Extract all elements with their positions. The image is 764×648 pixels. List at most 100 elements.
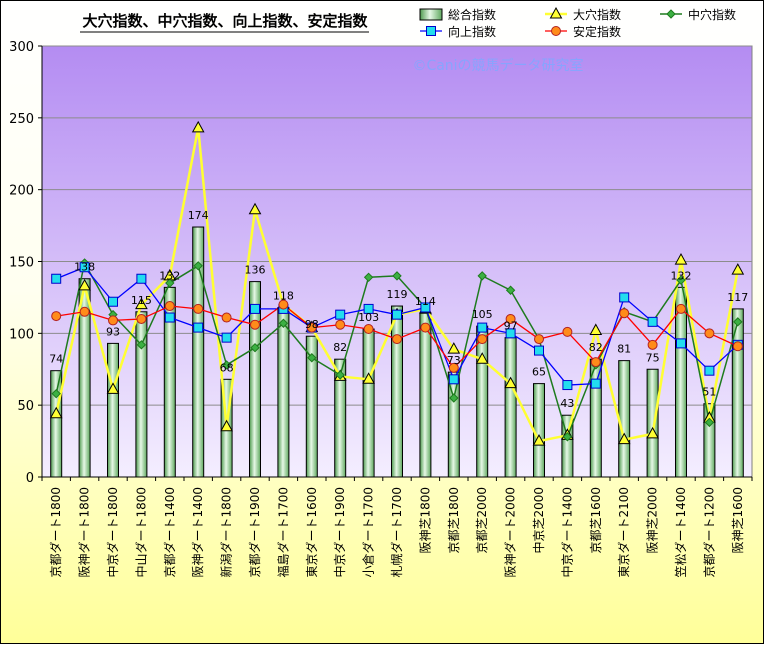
y-tick-label: 150 (9, 256, 34, 271)
y-tick-label: 200 (9, 184, 34, 199)
x-tick-label: 東京ダート2100 (616, 487, 631, 578)
data-label: 68 (220, 361, 234, 374)
x-tick-label: 中山ダート1800 (133, 487, 148, 578)
point-triangle (674, 253, 688, 265)
x-tick-label: 京都芝1800 (446, 487, 461, 554)
y-tick-label: 0 (26, 471, 34, 486)
point-square (221, 332, 232, 343)
data-label: 132 (671, 269, 692, 282)
data-label: 93 (106, 325, 120, 338)
data-label: 117 (727, 291, 748, 304)
data-label: 73 (447, 354, 461, 367)
x-tick-label: 京都ダート1200 (701, 487, 716, 578)
point-triangle (220, 419, 233, 432)
data-label: 174 (188, 209, 209, 222)
x-tick-label: 京都芝1600 (588, 487, 603, 554)
point-square (676, 338, 686, 349)
point-circle (420, 322, 431, 333)
point-triangle (646, 426, 659, 439)
x-tick-label: 中京ダート1400 (559, 487, 574, 578)
point-diamond (165, 278, 175, 288)
bar (504, 337, 517, 478)
point-circle (534, 334, 544, 345)
data-label: 103 (358, 311, 379, 324)
bar (391, 305, 403, 478)
bar (419, 312, 432, 478)
bar (277, 306, 290, 478)
data-label: 138 (74, 261, 95, 274)
x-tick-label: 小倉ダート1700 (361, 487, 376, 578)
point-square (590, 378, 601, 389)
x-tick-label: 阪神ダート2000 (503, 487, 518, 578)
point-diamond (193, 261, 203, 271)
data-label: 119 (387, 288, 408, 301)
point-triangle (49, 406, 63, 419)
point-diamond (221, 360, 232, 370)
point-diamond (562, 432, 573, 442)
point-square (164, 312, 175, 323)
chart-title: 大穴指数、中穴指数、向上指数、安定指数 (82, 12, 368, 30)
point-square (562, 380, 573, 391)
series-lines (49, 120, 745, 446)
point-triangle (362, 372, 375, 384)
data-label: 51 (702, 386, 716, 399)
data-label: 43 (560, 397, 574, 410)
point-diamond (704, 417, 715, 428)
data-label: 118 (273, 289, 294, 302)
point-circle (619, 308, 630, 319)
legend-label: 総合指数 (448, 7, 496, 22)
data-label: 74 (49, 353, 63, 366)
point-diamond (278, 318, 289, 328)
point-circle (732, 341, 743, 352)
point-diamond (505, 285, 516, 295)
x-tick-label: 札幌ダート1700 (389, 487, 404, 578)
point-square (108, 296, 118, 307)
bar (362, 328, 375, 478)
x-tick-label: 阪神芝1600 (730, 487, 745, 554)
point-square (363, 303, 374, 314)
x-tick-label: 京都ダート1900 (247, 487, 262, 578)
bar (533, 383, 545, 478)
x-tick-label: 新潟ダート1800 (219, 487, 234, 578)
point-diamond (733, 317, 743, 327)
legend-label: 大穴指数 (573, 7, 621, 22)
point-triangle (731, 263, 745, 275)
watermark: ©Caniの競馬データ研究室 (412, 57, 583, 74)
point-diamond (666, 9, 676, 19)
x-tick-label: 笠松ダート1400 (673, 487, 688, 578)
point-square (704, 365, 715, 376)
point-triangle (106, 382, 120, 394)
point-square (335, 309, 346, 320)
data-label: 97 (504, 320, 518, 333)
point-circle (193, 303, 204, 314)
point-circle (392, 334, 402, 345)
point-circle (505, 313, 516, 324)
x-tick-label: 中京芝2000 (531, 487, 546, 554)
legend-swatch (419, 8, 443, 21)
point-triangle (191, 120, 205, 133)
point-triangle (589, 323, 603, 335)
data-label: 136 (245, 264, 266, 277)
point-diamond (477, 271, 487, 281)
point-triangle (532, 434, 546, 446)
x-tick-label: 京都芝2000 (474, 487, 489, 554)
point-square (505, 328, 516, 339)
legend-label: 中穴指数 (688, 7, 736, 22)
bar (50, 370, 63, 478)
point-diamond (392, 271, 402, 281)
point-circle (590, 357, 601, 368)
y-tick-label: 100 (9, 327, 34, 342)
point-square (448, 374, 459, 385)
point-square (426, 26, 436, 36)
point-triangle (475, 352, 489, 364)
point-square (420, 302, 431, 313)
point-triangle (504, 376, 517, 389)
point-triangle (549, 6, 563, 19)
point-diamond (307, 353, 317, 363)
data-label: 105 (472, 308, 493, 321)
point-circle (79, 306, 90, 317)
x-tick-label: 中京ダート1900 (332, 487, 347, 578)
bar (476, 325, 489, 478)
